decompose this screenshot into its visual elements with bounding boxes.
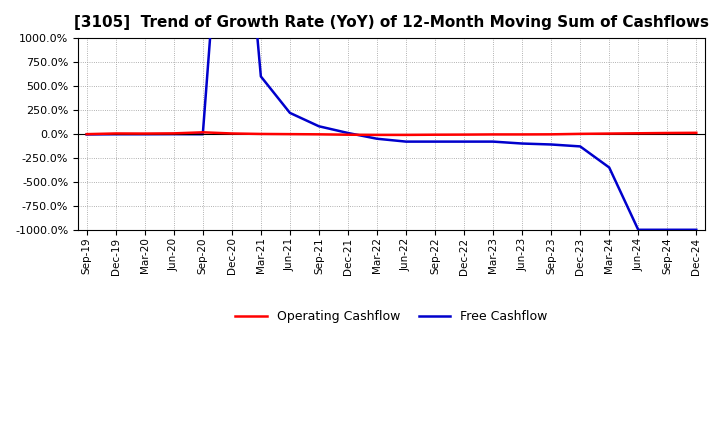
Operating Cashflow xyxy=(256,131,265,136)
Free Cashflow xyxy=(82,132,91,137)
Line: Operating Cashflow: Operating Cashflow xyxy=(86,132,696,135)
Free Cashflow xyxy=(373,136,382,141)
Free Cashflow xyxy=(199,132,207,137)
Operating Cashflow xyxy=(489,132,498,137)
Free Cashflow xyxy=(286,110,294,116)
Operating Cashflow xyxy=(402,132,410,138)
Free Cashflow xyxy=(431,139,439,144)
Free Cashflow xyxy=(256,74,265,79)
Free Cashflow xyxy=(663,227,672,232)
Operating Cashflow xyxy=(112,131,120,136)
Line: Free Cashflow: Free Cashflow xyxy=(86,0,696,230)
Operating Cashflow xyxy=(373,132,382,138)
Operating Cashflow xyxy=(431,132,439,137)
Free Cashflow xyxy=(343,130,352,136)
Free Cashflow xyxy=(576,144,585,149)
Free Cashflow xyxy=(518,141,526,146)
Operating Cashflow xyxy=(228,131,236,136)
Operating Cashflow xyxy=(634,131,642,136)
Free Cashflow xyxy=(546,142,555,147)
Operating Cashflow xyxy=(286,132,294,137)
Free Cashflow xyxy=(634,227,642,232)
Operating Cashflow xyxy=(315,132,323,137)
Free Cashflow xyxy=(489,139,498,144)
Operating Cashflow xyxy=(692,130,701,136)
Operating Cashflow xyxy=(343,132,352,137)
Operating Cashflow xyxy=(605,131,613,136)
Operating Cashflow xyxy=(576,131,585,136)
Title: [3105]  Trend of Growth Rate (YoY) of 12-Month Moving Sum of Cashflows: [3105] Trend of Growth Rate (YoY) of 12-… xyxy=(74,15,709,30)
Operating Cashflow xyxy=(199,130,207,135)
Operating Cashflow xyxy=(663,130,672,136)
Free Cashflow xyxy=(140,132,149,137)
Free Cashflow xyxy=(605,165,613,170)
Free Cashflow xyxy=(402,139,410,144)
Free Cashflow xyxy=(169,132,178,137)
Operating Cashflow xyxy=(82,132,91,137)
Free Cashflow xyxy=(460,139,469,144)
Free Cashflow xyxy=(112,132,120,137)
Free Cashflow xyxy=(692,227,701,232)
Free Cashflow xyxy=(315,124,323,129)
Operating Cashflow xyxy=(546,132,555,137)
Operating Cashflow xyxy=(140,131,149,136)
Operating Cashflow xyxy=(169,131,178,136)
Operating Cashflow xyxy=(518,132,526,137)
Operating Cashflow xyxy=(460,132,469,137)
Legend: Operating Cashflow, Free Cashflow: Operating Cashflow, Free Cashflow xyxy=(230,305,552,328)
